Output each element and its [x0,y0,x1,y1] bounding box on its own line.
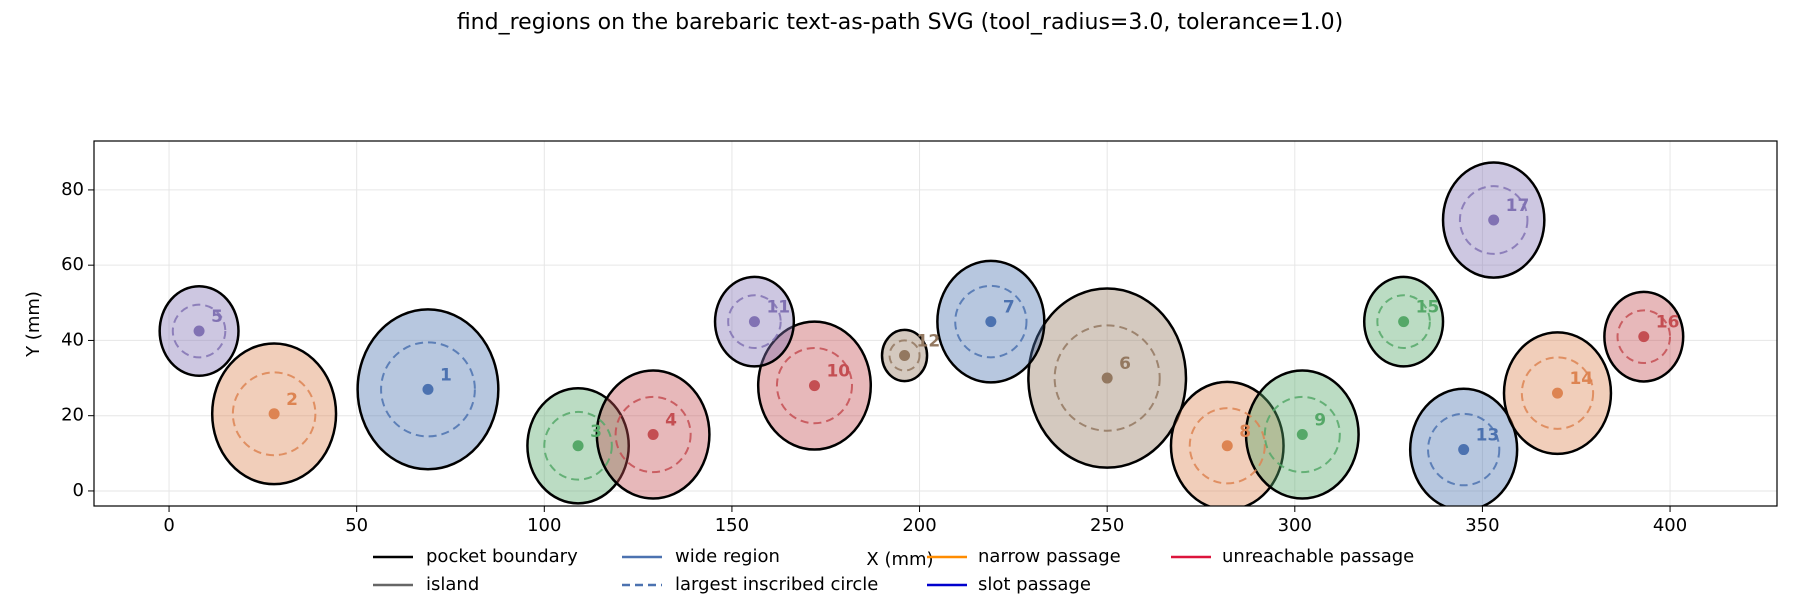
inscribed-circle [1188,407,1266,485]
region-center [899,349,911,361]
legend-label: wide region [675,546,780,567]
y-axis-label: Y (mm) [23,291,44,358]
region-label: 7 [1003,298,1015,318]
inscribed-circle [1458,185,1529,255]
inscribed-circle [380,341,476,438]
inscribed-circle [1053,324,1161,432]
axes-frame [93,140,1778,507]
inscribed-circle [775,346,854,425]
inscribed-circle [543,410,613,481]
region-center [572,440,584,452]
x-tick-label: 100 [527,515,561,536]
region-center [422,383,434,395]
region-label: 15 [1416,298,1440,318]
region-center [1551,387,1563,399]
region-label: 6 [1119,354,1131,374]
legend-label: island [426,574,479,595]
inscribed-circle [954,284,1028,359]
y-tick-label: 60 [61,254,84,275]
x-tick-label: 200 [902,515,936,536]
region-label: 9 [1314,411,1326,431]
region-center [1101,372,1113,384]
inscribed-circle [888,339,921,372]
region-label: 10 [826,362,850,382]
region-center [1488,214,1500,226]
legend-label: unreachable passage [1222,546,1414,567]
x-tick-label: 150 [715,515,749,536]
inscribed-circle [1616,309,1672,365]
region-label: 5 [211,307,223,327]
region-center [808,380,820,392]
region-center [647,429,659,441]
y-tick-label: 40 [61,329,84,350]
legend-label: largest inscribed circle [675,574,878,595]
region-label: 2 [286,390,298,410]
region-label: 16 [1656,313,1680,333]
x-tick-label: 350 [1465,515,1499,536]
legend-label: narrow passage [978,546,1121,567]
chart-title: find_regions on the barebaric text-as-pa… [457,10,1343,35]
region-label: 14 [1569,369,1593,389]
region-label: 8 [1239,422,1251,442]
y-tick-label: 0 [73,480,84,501]
region-center [1296,429,1308,441]
inscribed-circle [727,294,782,349]
inscribed-circle [1376,294,1431,349]
inscribed-circle [614,395,692,474]
inscribed-circle [1427,412,1501,487]
inscribed-circle [171,303,227,359]
legend-label: slot passage [978,574,1091,595]
region-label: 1 [440,365,452,385]
inscribed-circle [1263,395,1341,474]
region-center [193,325,205,337]
region-center [1221,440,1233,452]
region-label: 3 [590,422,602,442]
x-tick-label: 0 [163,515,174,536]
y-tick-label: 80 [61,179,84,200]
inscribed-circle [1520,356,1595,430]
inscribed-circle [231,371,317,457]
y-tick-label: 20 [61,405,84,426]
region-center [748,316,760,328]
region-center [1398,316,1410,328]
x-tick-label: 400 [1653,515,1687,536]
region-center [1458,444,1470,456]
region-label: 13 [1476,426,1500,446]
region-label: 12 [917,331,941,351]
region-label: 17 [1506,196,1530,216]
region-center [268,408,280,420]
region-label: 4 [665,411,677,431]
x-tick-label: 50 [345,515,368,536]
region-label: 11 [766,298,790,318]
x-axis-label: X (mm) [866,549,933,570]
region-center [1638,331,1650,343]
x-tick-label: 300 [1278,515,1312,536]
x-tick-label: 250 [1090,515,1124,536]
region-center [985,316,997,328]
legend-label: pocket boundary [426,546,578,567]
